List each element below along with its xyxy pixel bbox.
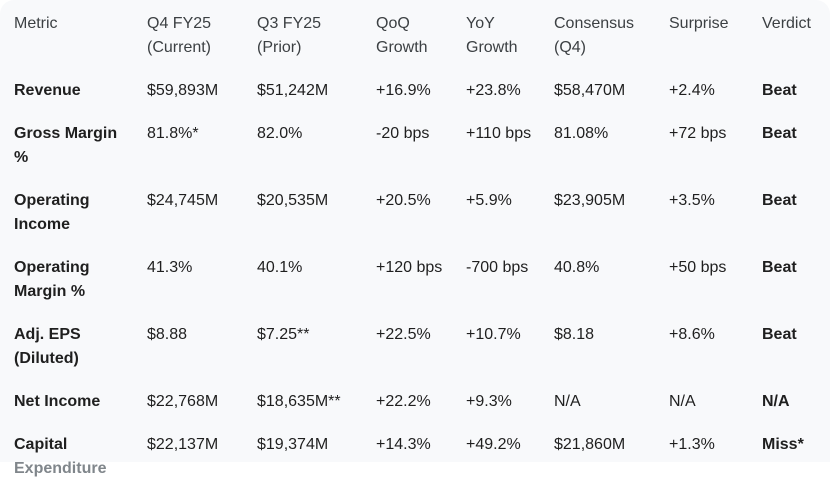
table-row: Operating Income $24,745M $20,535M +20.5% +5… <box>0 180 835 247</box>
cell-surprise: +2.4% <box>669 82 715 99</box>
cell-surprise: N/A <box>669 393 696 410</box>
cell-current: 41.3% <box>147 259 193 276</box>
cell-qoq: +22.2% <box>376 393 431 410</box>
cell-yoy: +5.9% <box>466 192 512 209</box>
header-metric: Metric <box>14 15 58 32</box>
cell-yoy: +23.8% <box>466 82 521 99</box>
cell-metric: Capital Expenditure <box>0 424 133 491</box>
cell-surprise: +8.6% <box>669 326 715 343</box>
cell-prior: $51,242M <box>257 82 329 99</box>
cell-current: $59,893M <box>147 82 219 99</box>
cell-verdict: Beat <box>762 192 797 209</box>
cell-consensus: 40.8% <box>554 259 600 276</box>
cell-current: $8.88 <box>147 326 188 343</box>
cell-prior: $18,635M** <box>257 393 341 410</box>
cell-current: $22,137M <box>147 436 219 453</box>
cell-current: 81.8%* <box>147 125 199 142</box>
cell-consensus: $58,470M <box>554 82 626 99</box>
header-row: Metric Q4 FY25 (Current) Q3 FY25 (Prior)… <box>0 0 835 70</box>
cell-verdict: N/A <box>762 393 790 410</box>
cell-surprise: +72 bps <box>669 125 727 142</box>
cell-prior: 40.1% <box>257 259 303 276</box>
table-row: Operating Margin % 41.3% 40.1% +120 bps -700… <box>0 247 835 314</box>
cell-consensus: N/A <box>554 393 581 410</box>
metric-line-2: Expenditure <box>14 460 107 477</box>
cell-surprise: +3.5% <box>669 192 715 209</box>
cell-yoy: +9.3% <box>466 393 512 410</box>
cell-qoq: -20 bps <box>376 125 430 142</box>
cell-qoq: +20.5% <box>376 192 431 209</box>
cell-consensus: $21,860M <box>554 436 626 453</box>
cell-consensus: $8.18 <box>554 326 595 343</box>
cell-metric: Adj. EPS (Diluted) <box>14 326 81 367</box>
cell-yoy: +110 bps <box>466 125 532 142</box>
table-panel <box>0 0 830 462</box>
cell-metric: Revenue <box>14 82 81 99</box>
header-yoy: YoY Growth <box>466 15 518 56</box>
cell-prior: $19,374M <box>257 436 329 453</box>
cell-yoy: +49.2% <box>466 436 521 453</box>
cell-prior: 82.0% <box>257 125 303 142</box>
cell-verdict: Beat <box>762 125 797 142</box>
cell-verdict: Miss* <box>762 436 804 453</box>
cell-yoy: +10.7% <box>466 326 521 343</box>
cell-yoy: -700 bps <box>466 259 529 276</box>
table-row: Net Income $22,768M $18,635M** +22.2% +9.3% N… <box>0 381 835 424</box>
header-surprise: Surprise <box>669 15 729 32</box>
cell-surprise: +1.3% <box>669 436 715 453</box>
cell-current: $24,745M <box>147 192 219 209</box>
cell-prior: $20,535M <box>257 192 329 209</box>
header-consensus: Consensus (Q4) <box>554 15 635 56</box>
cell-verdict: Beat <box>762 326 797 343</box>
header-current: Q4 FY25 (Current) <box>147 15 212 56</box>
metric-line-1: Capital <box>14 436 68 453</box>
cell-metric: Operating Income <box>14 192 90 233</box>
cell-qoq: +120 bps <box>376 259 443 276</box>
table-row: Gross Margin % 81.8%* 82.0% -20 bps +110 bps… <box>0 113 835 180</box>
header-prior: Q3 FY25 (Prior) <box>257 15 322 56</box>
table-row: Capital Expenditure $22,137M $19,374M +14.3%… <box>0 424 835 491</box>
cell-qoq: +14.3% <box>376 436 431 453</box>
cell-verdict: Beat <box>762 82 797 99</box>
cell-prior: $7.25** <box>257 326 310 343</box>
cell-metric: Operating Margin % <box>14 259 90 300</box>
cell-current: $22,768M <box>147 393 219 410</box>
header-verdict: Verdict <box>762 15 811 32</box>
cell-consensus: 81.08% <box>554 125 609 142</box>
cell-qoq: +16.9% <box>376 82 431 99</box>
cell-metric: Net Income <box>14 393 101 410</box>
cell-consensus: $23,905M <box>554 192 626 209</box>
header-qoq: QoQ Growth <box>376 15 428 56</box>
table-row: Revenue $59,893M $51,242M +16.9% +23.8% $58,4… <box>0 70 835 113</box>
cell-qoq: +22.5% <box>376 326 431 343</box>
cell-surprise: +50 bps <box>669 259 727 276</box>
cell-verdict: Beat <box>762 259 797 276</box>
cell-metric: Gross Margin % <box>14 125 118 166</box>
table-row: Adj. EPS (Diluted) $8.88 $7.25** +22.5% +10.… <box>0 314 835 381</box>
